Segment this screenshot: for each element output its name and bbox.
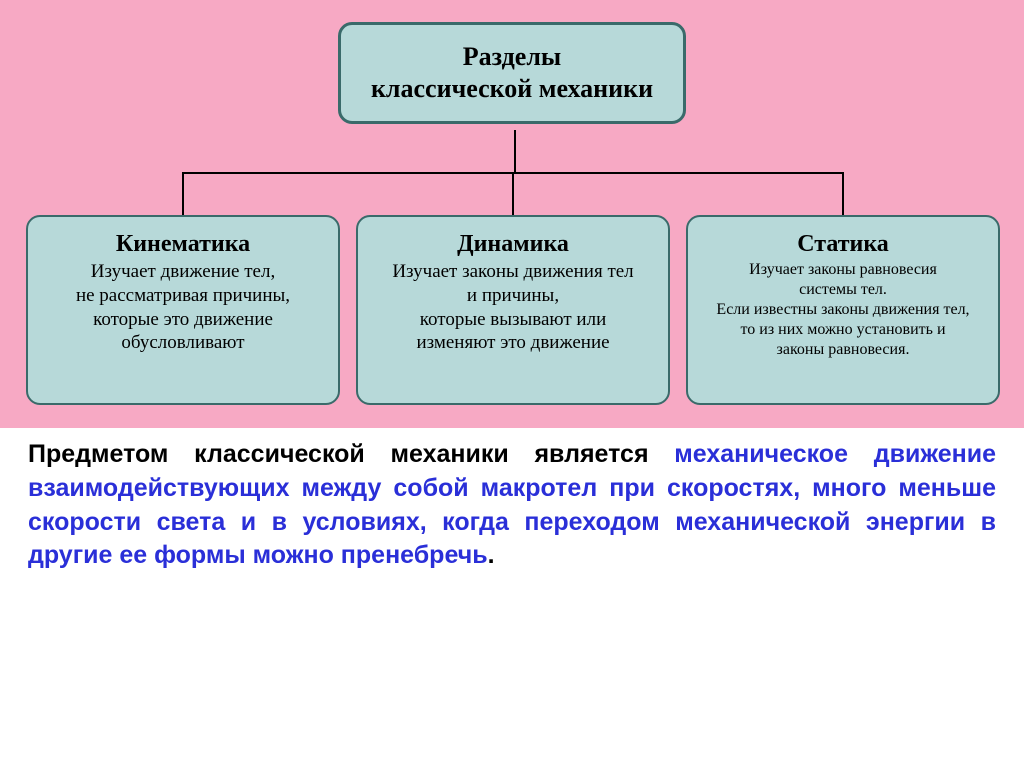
connector-drop-2 xyxy=(842,172,844,215)
root-title-line2: классической механики xyxy=(371,73,653,106)
child-node-2: Статика Изучает законы равновесия систем… xyxy=(686,215,1000,405)
child-node-0: Кинематика Изучает движение тел, не расс… xyxy=(26,215,340,405)
connector-drop-0 xyxy=(182,172,184,215)
child-desc-1: Изучает законы движения тел и причины, к… xyxy=(368,260,658,355)
paragraph: Предметом классической механики является… xyxy=(0,428,1024,573)
connector-drop-1 xyxy=(512,172,514,215)
child-title-2: Статика xyxy=(698,231,988,258)
root-node: Разделы классической механики xyxy=(338,22,686,124)
child-title-1: Динамика xyxy=(368,231,658,258)
paragraph-black-2: . xyxy=(488,541,495,569)
connector-root-stem xyxy=(514,130,516,173)
child-desc-0: Изучает движение тел, не рассматривая пр… xyxy=(38,260,328,355)
child-title-0: Кинематика xyxy=(38,231,328,258)
child-desc-2: Изучает законы равновесия системы тел. Е… xyxy=(698,260,988,360)
diagram-panel: Разделы классической механики Кинематика… xyxy=(0,0,1024,428)
root-title-line1: Разделы xyxy=(463,41,561,74)
child-node-1: Динамика Изучает законы движения тел и п… xyxy=(356,215,670,405)
paragraph-black-1: Предметом классической механики является xyxy=(28,440,674,468)
